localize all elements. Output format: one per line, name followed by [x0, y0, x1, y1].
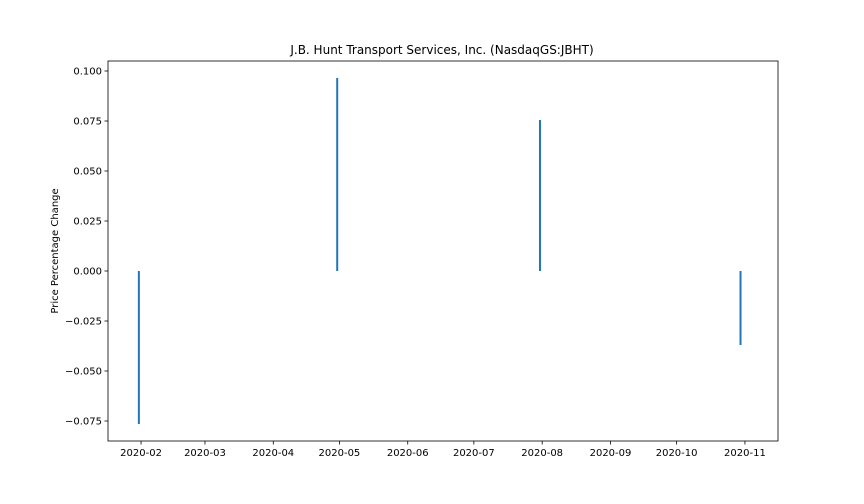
- bars-group: [137, 78, 742, 424]
- y-tick-label-0.050: 0.050: [73, 167, 102, 178]
- x-tick-label-2020-09: 2020-09: [590, 448, 632, 459]
- x-tick-label-2020-07: 2020-07: [453, 448, 495, 459]
- y-axis-label: Price Percentage Change: [50, 188, 61, 313]
- bar-2020-04-30: [336, 78, 339, 271]
- y-tick-label-−0.050: −0.050: [65, 367, 102, 378]
- x-tick-label-2020-03: 2020-03: [184, 448, 226, 459]
- x-tick-label-2020-08: 2020-08: [521, 448, 563, 459]
- y-tick-label-0.025: 0.025: [73, 217, 102, 228]
- x-tick-label-2020-05: 2020-05: [319, 448, 361, 459]
- y-axis-ticks: −0.075 −0.050 −0.025 0.000 0.025 0.050 0.075 0.…: [65, 67, 108, 428]
- x-tick-label-2020-11: 2020-11: [724, 448, 766, 459]
- x-tick-label-2020-06: 2020-06: [387, 448, 429, 459]
- y-tick-label-0.100: 0.100: [73, 67, 102, 78]
- x-tick-label-2020-10: 2020-10: [656, 448, 698, 459]
- x-tick-label-2020-04: 2020-04: [252, 448, 294, 459]
- y-tick-label-−0.025: −0.025: [65, 317, 102, 328]
- bar-2020-01-31: [137, 271, 140, 424]
- y-tick-label-0.000: 0.000: [73, 267, 102, 278]
- plot-frame: [107, 60, 779, 442]
- bar-2020-10-30: [739, 271, 742, 345]
- y-tick-label-−0.075: −0.075: [65, 417, 102, 428]
- chart-title: J.B. Hunt Transport Services, Inc. (Nasd…: [289, 43, 593, 57]
- bar-2020-07-31: [538, 120, 541, 271]
- x-tick-label-2020-02: 2020-02: [120, 448, 162, 459]
- y-tick-label-0.075: 0.075: [73, 117, 102, 128]
- x-axis-ticks: 2020-02 2020-03 2020-04 2020-05 2020-06 2020-…: [120, 441, 766, 459]
